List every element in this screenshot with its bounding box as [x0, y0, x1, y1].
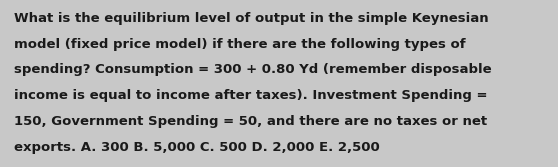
Text: model (fixed price model) if there are the following types of: model (fixed price model) if there are t… [14, 38, 465, 51]
Text: income is equal to income after taxes). Investment Spending =: income is equal to income after taxes). … [14, 89, 488, 102]
Text: 150, Government Spending = 50, and there are no taxes or net: 150, Government Spending = 50, and there… [14, 115, 487, 128]
Text: exports. A. 300 B. 5,000 C. 500 D. 2,000 E. 2,500: exports. A. 300 B. 5,000 C. 500 D. 2,000… [14, 141, 379, 154]
Text: What is the equilibrium level of output in the simple Keynesian: What is the equilibrium level of output … [14, 12, 489, 25]
Text: spending? Consumption = 300 + 0.80 Yd (remember disposable: spending? Consumption = 300 + 0.80 Yd (r… [14, 63, 492, 76]
